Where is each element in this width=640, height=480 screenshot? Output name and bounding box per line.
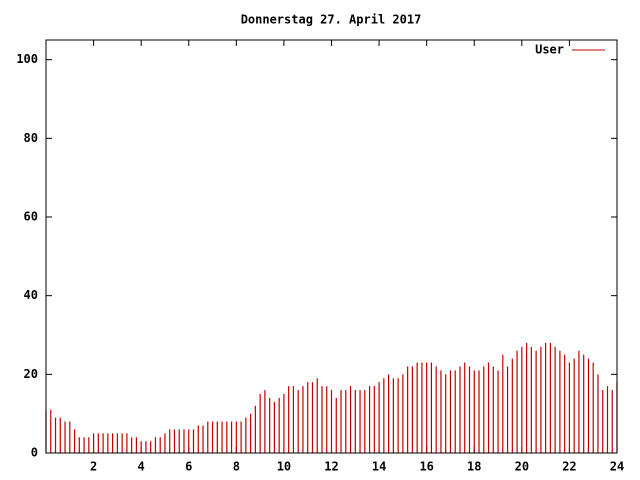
x-tick-label: 10: [277, 460, 291, 474]
x-tick-label: 14: [372, 460, 386, 474]
y-tick-label: 100: [16, 52, 38, 66]
x-tick-label: 4: [138, 460, 145, 474]
y-tick-label: 40: [24, 288, 38, 302]
x-tick-label: 2: [90, 460, 97, 474]
x-tick-label: 6: [185, 460, 192, 474]
y-tick-label: 60: [24, 210, 38, 224]
x-tick-label: 22: [562, 460, 576, 474]
x-tick-label: 8: [233, 460, 240, 474]
legend-label: User: [535, 43, 564, 57]
x-tick-label: 12: [324, 460, 338, 474]
chart-title: Donnerstag 27. April 2017: [241, 13, 422, 27]
x-tick-label: 24: [610, 460, 624, 474]
y-tick-label: 0: [31, 446, 38, 460]
x-tick-label: 20: [515, 460, 529, 474]
x-tick-label: 18: [467, 460, 481, 474]
y-tick-label: 80: [24, 131, 38, 145]
x-tick-label: 16: [419, 460, 433, 474]
plot-border: [45, 39, 618, 454]
y-tick-label: 20: [24, 367, 38, 381]
